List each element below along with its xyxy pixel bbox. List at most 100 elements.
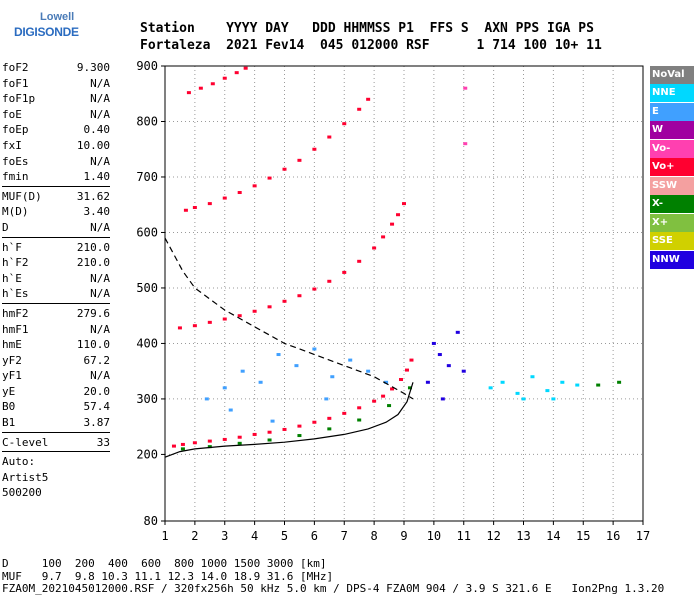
param-value: 0.40 (83, 123, 111, 137)
data-point (500, 380, 505, 384)
x-tick-label: 4 (251, 529, 258, 543)
polarization-legend: NoVal NNE E W Vo- Vo+ SSW X- X+ SSE NNW (650, 66, 694, 269)
y-tick-label: 80 (144, 514, 158, 528)
param-value: 3.87 (83, 416, 111, 430)
y-tick-label: 300 (136, 392, 158, 406)
station-header: Station YYYY DAY DDD HHMMSS P1 FFS S AXN… (140, 20, 602, 54)
x-tick-label: 6 (311, 529, 318, 543)
data-point (192, 324, 197, 328)
param-name: C-level (2, 435, 49, 449)
header-values: Fortaleza 2021 Fev14 045 012000 RSF 1 71… (140, 38, 602, 53)
param-row: h`Es N/A (2, 286, 110, 302)
distance-row: D 100 200 400 600 800 1000 1500 3000 [km… (2, 557, 327, 570)
legend-item: W (650, 121, 694, 140)
x-tick-label: 17 (636, 529, 650, 543)
data-point (222, 317, 227, 321)
param-value: 20.0 (83, 384, 111, 398)
data-point (390, 387, 395, 391)
data-point (327, 279, 332, 283)
data-point (222, 386, 227, 390)
data-point (267, 438, 272, 442)
data-point (437, 353, 442, 357)
data-point (297, 294, 302, 298)
data-point (312, 147, 317, 151)
param-name: hmE (2, 338, 22, 352)
param-row: MUF(D) 31.62 (2, 189, 110, 205)
param-row: yF1 N/A (2, 368, 110, 384)
legend-item: SSW (650, 176, 694, 195)
data-point (267, 176, 272, 180)
y-tick-label: 500 (136, 281, 158, 295)
data-point (192, 441, 197, 445)
data-point (431, 341, 436, 345)
data-point (207, 445, 212, 449)
param-row: yF2 67.2 (2, 353, 110, 369)
param-value: N/A (90, 322, 110, 336)
param-row: B0 57.4 (2, 399, 110, 415)
data-point (425, 380, 430, 384)
param-name: h`F2 (2, 256, 29, 270)
data-point (348, 358, 353, 362)
autoscale-info: Auto: (2, 455, 36, 469)
param-row: foE N/A (2, 107, 110, 123)
x-tick-label: 9 (400, 529, 407, 543)
data-point (402, 202, 406, 206)
param-name: foF2 (2, 61, 29, 74)
data-point (297, 424, 302, 428)
legend-item: NoVal (650, 66, 694, 84)
param-name: yE (2, 384, 16, 398)
data-point (198, 86, 203, 90)
param-row: foF2 9.300 (2, 60, 110, 76)
param-separator (2, 431, 110, 433)
y-tick-label: 400 (136, 336, 158, 350)
data-point (252, 184, 257, 188)
param-name: fmin (2, 170, 29, 184)
data-point (366, 97, 371, 101)
virtual-height-profile (164, 237, 414, 400)
data-point (521, 397, 526, 401)
param-value: 33 (96, 435, 110, 449)
data-point (551, 397, 556, 401)
data-point (252, 432, 257, 436)
data-point (327, 135, 332, 139)
param-value: 210.0 (76, 240, 110, 254)
grid-lines (165, 66, 643, 521)
data-point (488, 386, 493, 390)
param-value: 1.40 (83, 170, 111, 184)
x-tick-label: 1 (161, 529, 168, 543)
footer-info: D 100 200 400 600 800 1000 1500 3000 [km… (2, 557, 664, 596)
data-point (372, 246, 377, 250)
param-row: C-level 33 (2, 435, 110, 451)
data-point (294, 364, 299, 368)
data-point (237, 191, 242, 195)
data-point (463, 142, 468, 146)
data-point (515, 391, 520, 395)
param-value: N/A (90, 154, 110, 168)
data-point (183, 208, 188, 212)
y-tick-label: 700 (136, 170, 158, 184)
data-point (409, 358, 414, 362)
param-row: h`E N/A (2, 271, 110, 287)
param-value: 10.00 (76, 138, 110, 152)
param-name: B1 (2, 416, 16, 430)
x-tick-label: 3 (221, 529, 228, 543)
data-point (463, 86, 468, 90)
param-row: fmin 1.40 (2, 169, 110, 185)
data-point (243, 66, 248, 70)
x-tick-label: 5 (281, 529, 288, 543)
param-name: foE (2, 107, 22, 121)
param-value: N/A (90, 287, 110, 301)
param-separator (2, 236, 110, 238)
legend-item: X- (650, 195, 694, 214)
data-point (297, 158, 302, 162)
autoscale-info: 500200 (2, 486, 42, 500)
data-point (407, 386, 412, 390)
data-point (207, 320, 212, 324)
y-tick-label: 200 (136, 447, 158, 461)
param-name: yF1 (2, 369, 22, 383)
data-point (390, 222, 395, 226)
legend-item: X+ (650, 213, 694, 232)
param-value: 210.0 (76, 256, 110, 270)
x-axis-ticks: 1 2 3 4 5 6 7 8 9 10 11 12 13 14 15 16 17 (161, 521, 650, 543)
param-row: h`F2 210.0 (2, 255, 110, 271)
